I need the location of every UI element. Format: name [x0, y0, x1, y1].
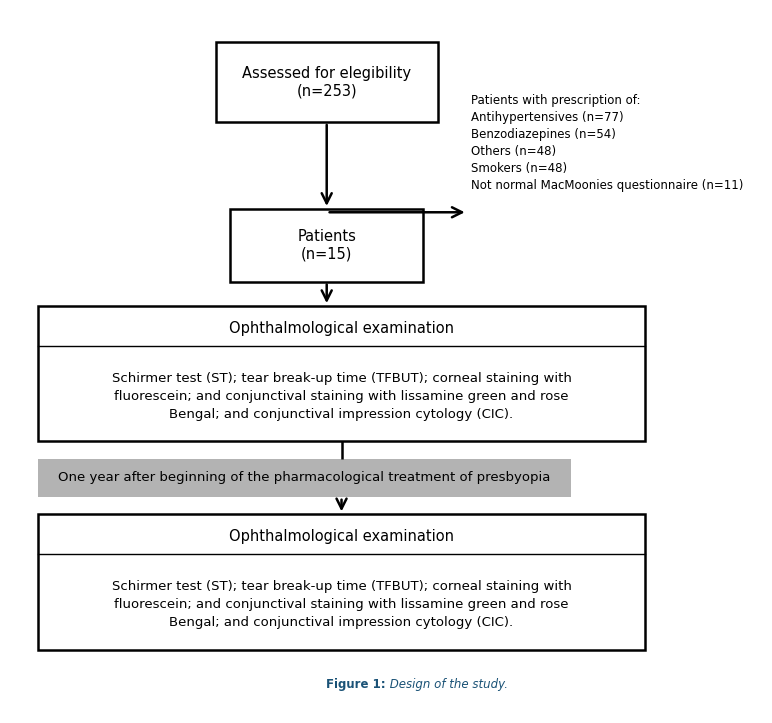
FancyBboxPatch shape: [215, 42, 438, 122]
Text: Assessed for elegibility
(n=253): Assessed for elegibility (n=253): [242, 66, 411, 98]
Text: Schirmer test (ST); tear break-up time (TFBUT); corneal staining with
fluorescei: Schirmer test (ST); tear break-up time (…: [112, 580, 571, 629]
Text: Patients with prescription of:
Antihypertensives (n=77)
Benzodiazepines (n=54)
O: Patients with prescription of: Antihyper…: [471, 94, 743, 192]
Text: Patients
(n=15): Patients (n=15): [297, 229, 356, 262]
FancyBboxPatch shape: [38, 458, 571, 497]
FancyBboxPatch shape: [38, 514, 645, 649]
Text: Ophthalmological examination: Ophthalmological examination: [229, 321, 454, 335]
Text: Ophthalmological examination: Ophthalmological examination: [229, 529, 454, 544]
Text: Design of the study.: Design of the study.: [386, 678, 508, 691]
FancyBboxPatch shape: [38, 306, 645, 441]
Text: Schirmer test (ST); tear break-up time (TFBUT); corneal staining with
fluorescei: Schirmer test (ST); tear break-up time (…: [112, 372, 571, 421]
Text: One year after beginning of the pharmacological treatment of presbyopia: One year after beginning of the pharmaco…: [59, 471, 550, 484]
Text: Figure 1:: Figure 1:: [327, 678, 386, 691]
FancyBboxPatch shape: [230, 209, 423, 282]
